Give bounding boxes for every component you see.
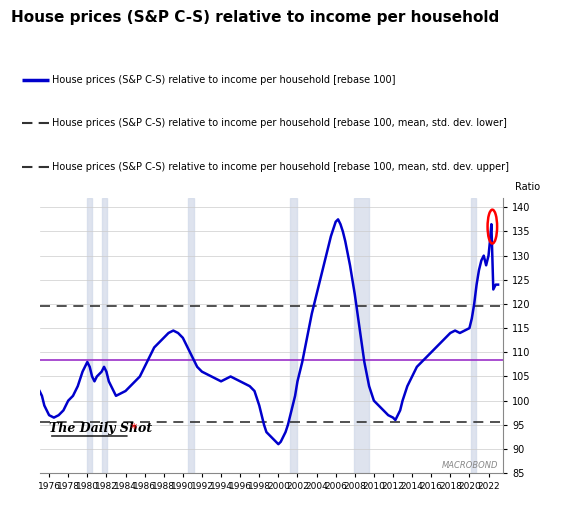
Text: House prices (S&P C-S) relative to income per household: House prices (S&P C-S) relative to incom… [11,10,499,25]
Text: House prices (S&P C-S) relative to income per household [rebase 100, mean, std. : House prices (S&P C-S) relative to incom… [52,162,509,172]
Text: *: * [131,422,137,435]
Bar [290,198,297,473]
Bar [188,198,194,473]
Bar [102,198,107,473]
Bar [354,198,369,473]
Text: MACROBOND: MACROBOND [442,461,498,471]
Bar [471,198,476,473]
Text: House prices (S&P C-S) relative to income per household [rebase 100, mean, std. : House prices (S&P C-S) relative to incom… [52,118,507,128]
Text: House prices (S&P C-S) relative to income per household [rebase 100]: House prices (S&P C-S) relative to incom… [52,74,396,85]
Text: The Daily Shot: The Daily Shot [49,422,152,435]
Bar [88,198,92,473]
Text: Ratio: Ratio [515,182,540,192]
